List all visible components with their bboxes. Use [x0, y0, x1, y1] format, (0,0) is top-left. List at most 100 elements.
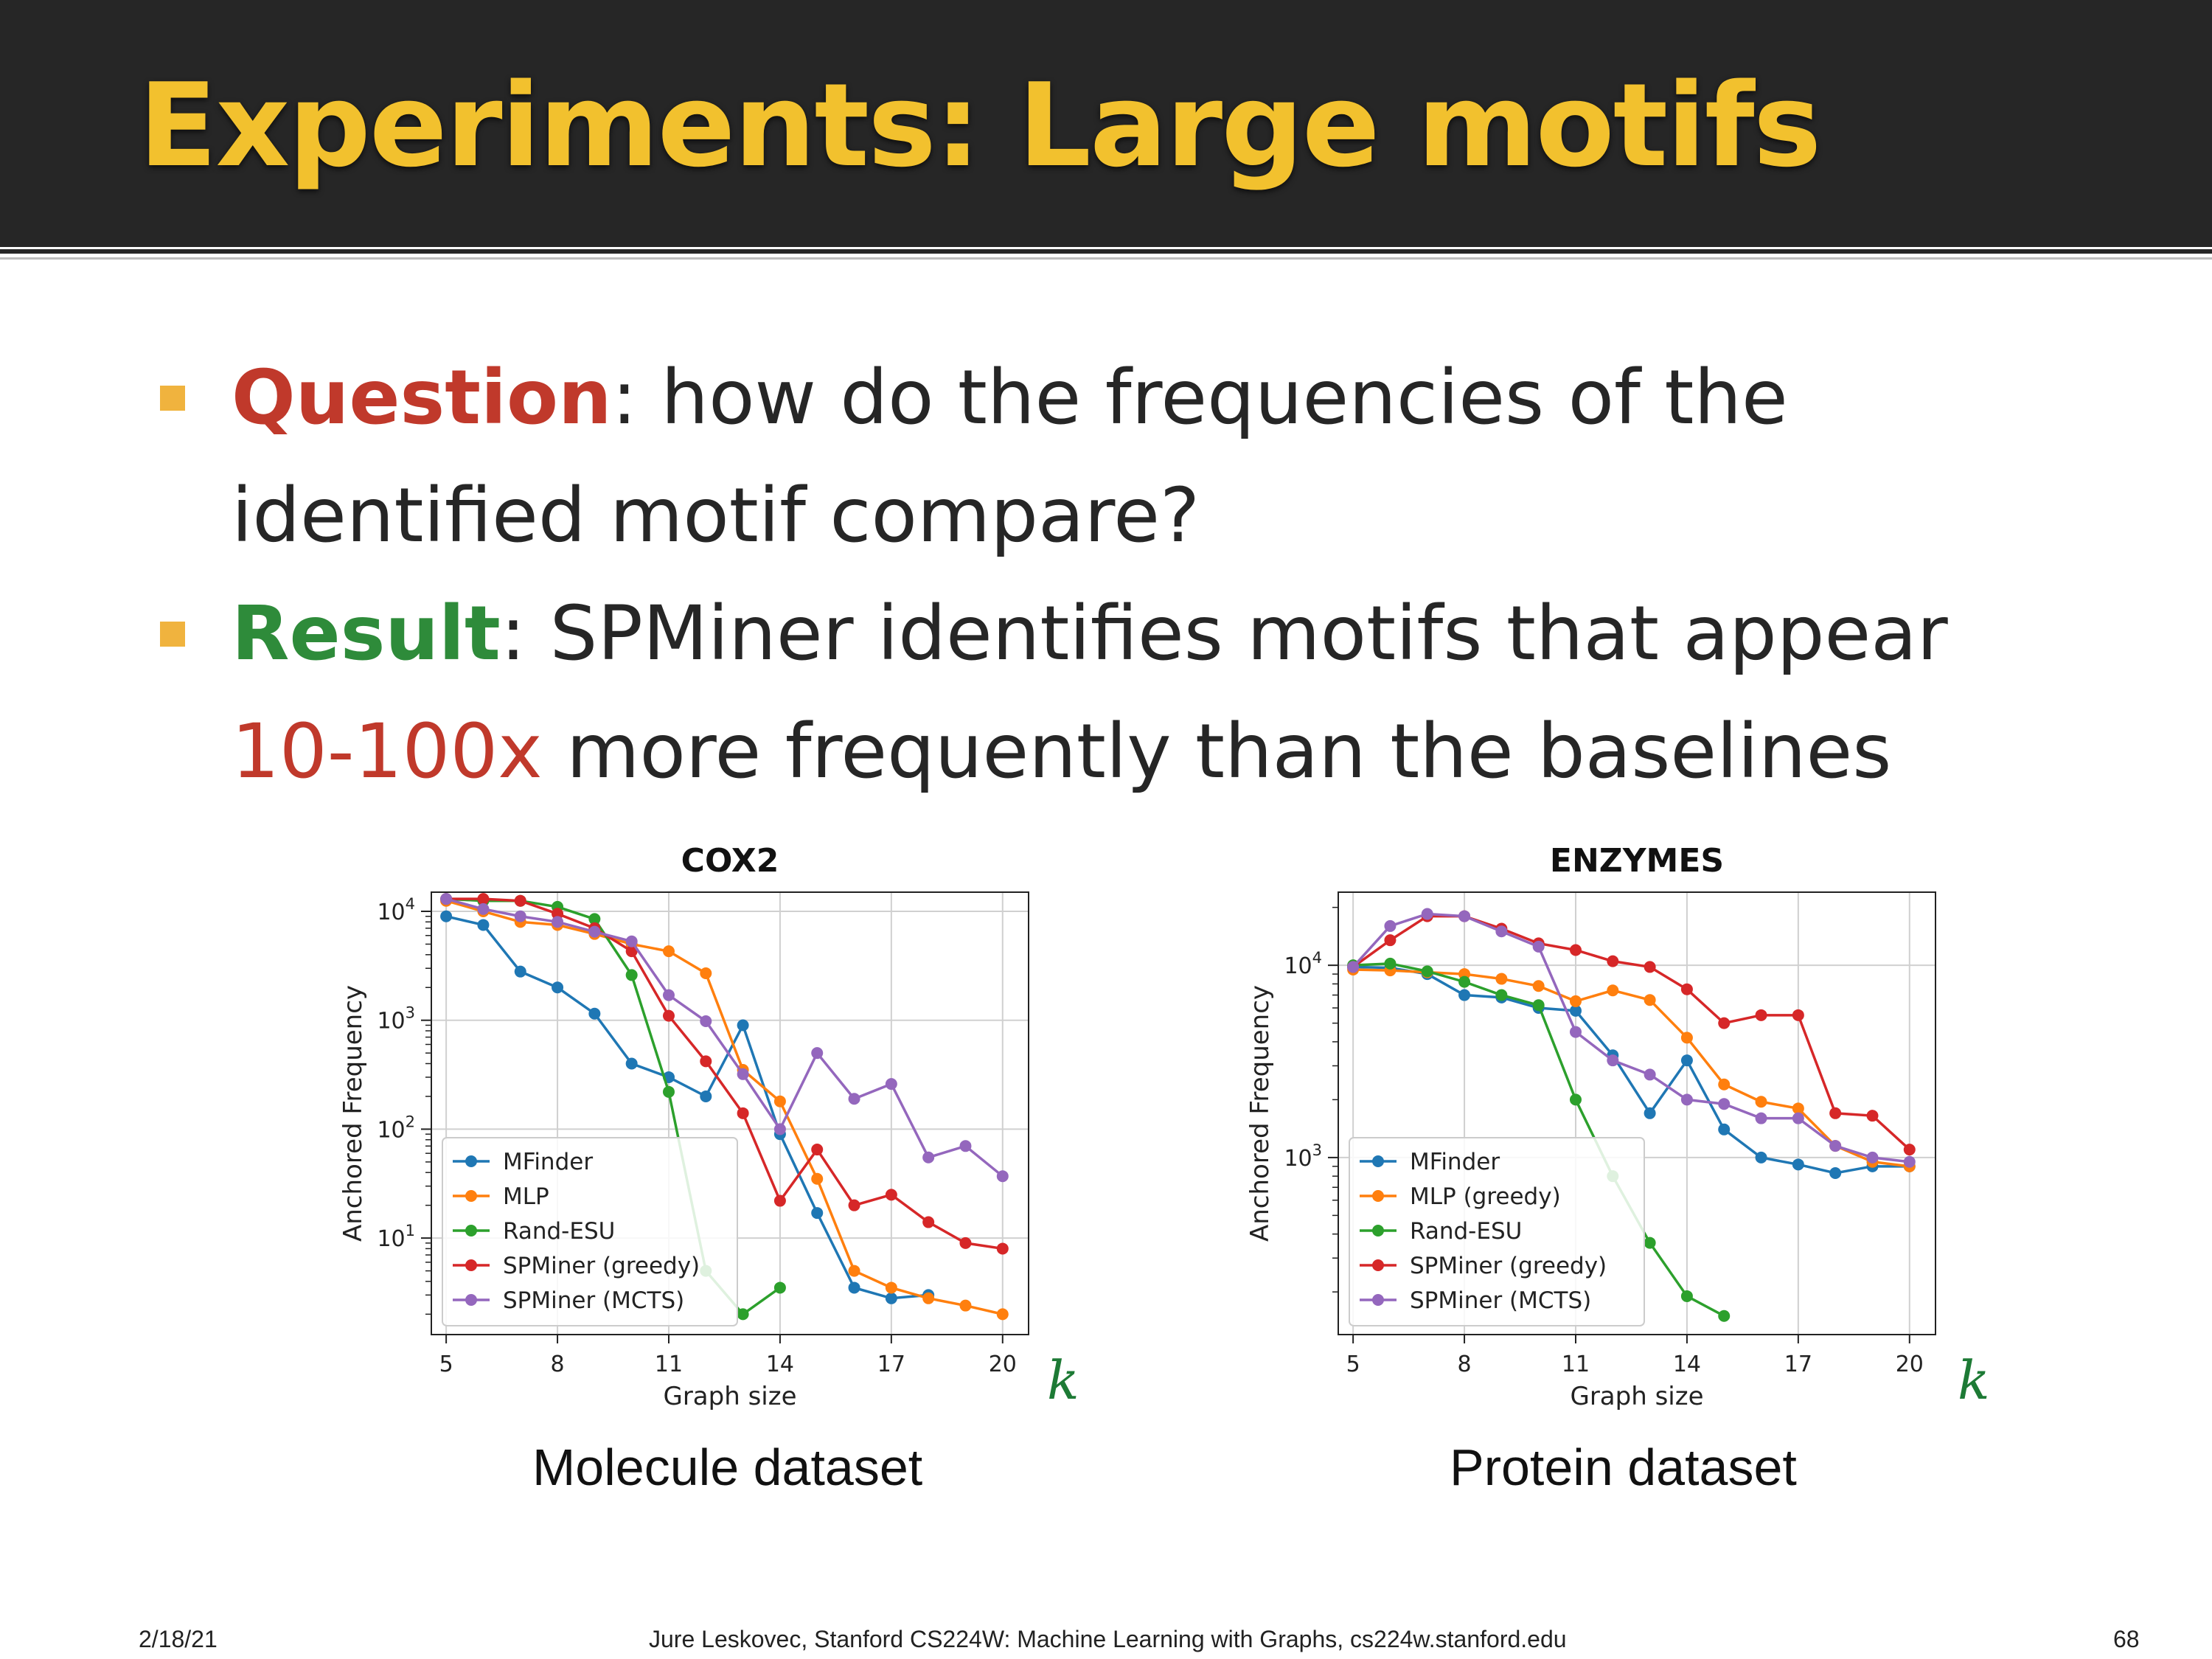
data-point [1755, 1009, 1767, 1021]
data-point [885, 1292, 897, 1304]
x-tick-label: 8 [1458, 1352, 1472, 1377]
data-point [700, 1055, 712, 1068]
data-point [811, 1207, 824, 1220]
legend-label: MLP [503, 1183, 549, 1210]
data-point [1384, 919, 1397, 932]
data-point [922, 1292, 935, 1304]
x-tick-label: 5 [1346, 1352, 1360, 1377]
data-point [588, 1007, 601, 1020]
data-point [959, 1299, 972, 1312]
legend-marker [465, 1155, 477, 1167]
legend-marker [1372, 1225, 1384, 1237]
data-point [440, 893, 453, 905]
data-point [1569, 944, 1582, 956]
data-point [1384, 934, 1397, 947]
series-group [1347, 908, 1916, 1322]
data-point [700, 967, 712, 979]
data-point [922, 1216, 935, 1228]
data-point [662, 945, 675, 958]
page-number: 68 [2113, 1626, 2140, 1652]
data-point [1680, 1093, 1693, 1106]
x-tick-label: 14 [766, 1352, 794, 1377]
result-line-2: more frequently than the baselines [542, 708, 1892, 796]
data-point [1458, 975, 1471, 988]
legend-box [1349, 1137, 1645, 1326]
data-point [625, 969, 638, 981]
data-point [1829, 1140, 1842, 1152]
data-point [848, 1281, 860, 1294]
data-point [1421, 965, 1433, 978]
data-point [1569, 1004, 1582, 1017]
data-point [552, 981, 564, 994]
legend-label: SPMiner (greedy) [503, 1253, 700, 1279]
y-axis-label: Anchored Frequency [1246, 985, 1275, 1242]
legend-marker [465, 1259, 477, 1271]
y-tick-label: 102 [377, 1113, 415, 1143]
series-group [440, 893, 1009, 1321]
series-line [445, 900, 1004, 1316]
data-point [477, 902, 490, 915]
enzymes-chart: ENZYMES 5 8 11 14 17 20 103 104 Graph size Anchore… [1246, 842, 1936, 1411]
data-point [1569, 995, 1582, 1007]
data-point [625, 935, 638, 947]
data-point [1607, 1054, 1619, 1067]
x-tick-label: 5 [439, 1352, 453, 1377]
data-point [773, 1123, 786, 1135]
result-keyword: Result [232, 590, 501, 678]
question-line-2: identified motif compare? [232, 472, 1200, 560]
data-point [1866, 1110, 1879, 1122]
data-point [662, 1009, 675, 1022]
data-point [625, 945, 638, 958]
data-point [440, 910, 453, 922]
chart-title: COX2 [681, 842, 779, 880]
y-tick-label: 103 [377, 1004, 415, 1034]
data-point [588, 925, 601, 938]
bullet-question: Question: how do the frequencies of the [232, 339, 1788, 457]
data-point [737, 1308, 749, 1321]
data-point [1718, 1098, 1731, 1110]
data-point [1644, 1237, 1656, 1249]
legend-marker [465, 1190, 477, 1202]
data-point [811, 1172, 824, 1185]
data-point [700, 1015, 712, 1028]
data-point [885, 1078, 897, 1091]
y-axis-label: Anchored Frequency [339, 985, 368, 1242]
x-tick-label: 17 [877, 1352, 905, 1377]
bullet-result-cont: 10-100x more frequently than the baselin… [232, 693, 1891, 811]
data-point [1495, 925, 1508, 938]
data-point [1532, 999, 1545, 1012]
x-tick-label: 11 [655, 1352, 683, 1377]
data-point [737, 1107, 749, 1119]
title-bar [0, 0, 2212, 247]
footer-credit: Jure Leskovec, Stanford CS224W: Machine … [649, 1626, 1567, 1652]
data-point [1829, 1107, 1842, 1119]
data-point [885, 1189, 897, 1201]
data-point [662, 989, 675, 1001]
data-point [1569, 1026, 1582, 1038]
data-point [848, 1265, 860, 1277]
series-line [445, 915, 929, 1300]
data-point [737, 1068, 749, 1080]
legend-label: Rand-ESU [1410, 1218, 1522, 1245]
protein-caption: Protein dataset [1450, 1439, 1797, 1496]
footer-date: 2/18/21 [139, 1626, 218, 1652]
data-point [1644, 961, 1656, 973]
data-point [1607, 984, 1619, 997]
data-point [1903, 1155, 1916, 1168]
legend-box [442, 1137, 738, 1326]
data-point [1644, 994, 1656, 1006]
data-point [625, 1057, 638, 1070]
data-point [848, 1093, 860, 1105]
data-point [552, 908, 564, 920]
data-point [996, 1308, 1009, 1321]
series-line [446, 897, 1004, 1251]
series-line [1353, 968, 1910, 1168]
x-tick-label: 8 [551, 1352, 565, 1377]
data-point [1866, 1151, 1879, 1164]
data-point [514, 910, 526, 922]
data-point [1718, 1310, 1731, 1322]
legend-marker [1372, 1190, 1384, 1202]
data-point [1755, 1151, 1767, 1164]
data-point [848, 1199, 860, 1211]
y-tick-label: 104 [1284, 949, 1322, 979]
